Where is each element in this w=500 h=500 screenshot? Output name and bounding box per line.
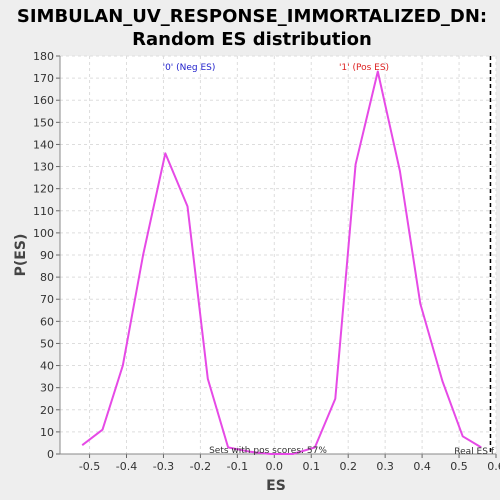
x-tick-label: -0.2 [190, 460, 211, 473]
y-tick-label: 100 [33, 227, 54, 240]
y-tick-label: 30 [40, 382, 54, 395]
y-tick-label: 60 [40, 315, 54, 328]
y-tick-label: 20 [40, 404, 54, 417]
real-es-label: Real ES f [454, 447, 495, 457]
y-axis-title: P(ES) [13, 234, 29, 277]
y-tick-label: 180 [33, 50, 54, 63]
x-axis-title: ES [266, 478, 286, 494]
chart-title-line-1: SIMBULAN_UV_RESPONSE_IMMORTALIZED_DN: [17, 6, 487, 27]
chart-title-line-2: Random ES distribution [132, 29, 372, 50]
y-tick-label: 110 [33, 205, 54, 218]
x-tick-label: -0.5 [79, 460, 100, 473]
y-tick-label: 40 [40, 360, 54, 373]
y-tick-label: 10 [40, 426, 54, 439]
y-tick-label: 50 [40, 337, 54, 350]
y-tick-label: 140 [33, 138, 54, 151]
tick-layer: 0 10 20 30 40 50 60 70 80 90 100 110 120 130 140 150 160… [33, 50, 500, 473]
y-tick-label: 0 [47, 448, 54, 461]
x-tick-label: 0.6 [487, 460, 500, 473]
positive-es-label: '1' (Pos ES) [339, 63, 389, 73]
x-tick-label: 0.4 [413, 460, 431, 473]
x-tick-label: 0.3 [376, 460, 394, 473]
x-tick-label: -0.3 [153, 460, 174, 473]
y-tick-label: 70 [40, 293, 54, 306]
y-tick-label: 80 [40, 271, 54, 284]
x-tick-label: 0.5 [450, 460, 468, 473]
series-layer [81, 70, 482, 455]
x-tick-label: 0.1 [303, 460, 321, 473]
negative-es-label: '0' (Neg ES) [163, 63, 216, 73]
x-tick-label: 0.2 [339, 460, 357, 473]
y-tick-label: 120 [33, 183, 54, 196]
grid-layer [60, 55, 497, 455]
y-tick-label: 160 [33, 94, 54, 107]
x-tick-label: -0.1 [227, 460, 248, 473]
es-distribution-series-line [81, 70, 482, 455]
x-tick-label: -0.4 [116, 460, 137, 473]
x-tick-label: 0.0 [266, 460, 284, 473]
y-tick-label: 90 [40, 249, 54, 262]
pos-scores-annotation: Sets with pos scores: 57% [209, 446, 327, 456]
y-tick-label: 130 [33, 161, 54, 174]
y-tick-label: 150 [33, 116, 54, 129]
y-tick-label: 170 [33, 72, 54, 85]
